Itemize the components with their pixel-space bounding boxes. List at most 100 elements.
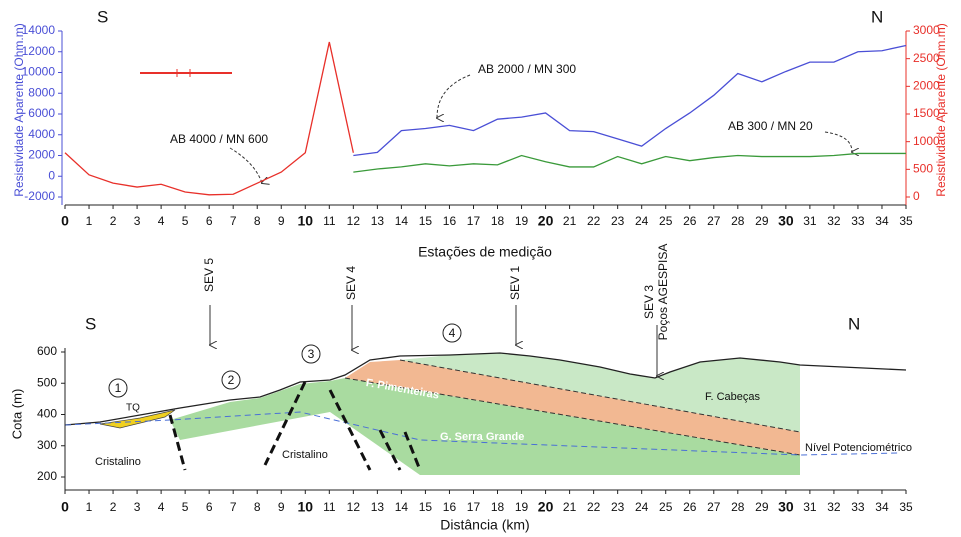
- water-table: [64, 411, 901, 456]
- x-tick-label: 30: [778, 499, 794, 515]
- annotation: F. Cabeças: [705, 391, 761, 403]
- x-tick-label: 34: [875, 214, 889, 228]
- x-tick-label: 30: [778, 213, 794, 229]
- x-tick-label: 29: [755, 500, 769, 514]
- y2-tick-label: 2000: [913, 79, 940, 93]
- annotation: SEV 3: [642, 285, 656, 319]
- annotation: S: [85, 314, 96, 333]
- x-tick-label: 4: [158, 500, 165, 514]
- x-tick-label: 20: [538, 213, 554, 229]
- y-tick-label: 6000: [28, 106, 55, 120]
- y2-tick-label: 0: [913, 189, 920, 203]
- x-tick-label: 28: [731, 500, 745, 514]
- annotation: S: [97, 7, 108, 26]
- x-tick-label: 13: [371, 214, 385, 228]
- x-tick-label: 14: [395, 500, 409, 514]
- x-tick-label: 27: [707, 500, 721, 514]
- x-tick-label: 23: [611, 500, 625, 514]
- layer-tq: [99, 409, 176, 429]
- y2-tick-label: 2500: [913, 51, 940, 65]
- x-tick-label: 35: [899, 214, 913, 228]
- sev-arrows: [210, 305, 657, 376]
- y-tick-label: 600: [37, 344, 57, 358]
- x-tick-label: 17: [467, 214, 481, 228]
- pointer: [824, 131, 852, 152]
- x-tick-label: 12: [347, 214, 361, 228]
- faults: [168, 381, 422, 471]
- y-tick-label: 0: [48, 168, 55, 182]
- x-tick-label: 10: [297, 499, 313, 515]
- x-tick-label: 19: [515, 500, 529, 514]
- pointer: [229, 147, 262, 183]
- x-tick-label: 28: [731, 214, 745, 228]
- annotation: Poços AGESPISA: [656, 244, 670, 341]
- x-tick-label: 32: [827, 214, 841, 228]
- y-axis-label: Cota (m): [9, 389, 24, 440]
- x-tick-label: 22: [587, 214, 601, 228]
- x-tick-label: 9: [278, 214, 285, 228]
- x-tick-label: 25: [659, 500, 673, 514]
- y-tick-label: 500: [37, 375, 57, 389]
- annotation: AB 4000 / MN 600: [170, 132, 268, 146]
- x-tick-label: 0: [61, 213, 69, 229]
- y-tick-label: -2000: [24, 189, 55, 203]
- annotation: 3: [308, 347, 315, 361]
- x-tick-label: 24: [635, 500, 649, 514]
- x-tick-label: 7: [230, 500, 237, 514]
- annotation: AB 2000 / MN 300: [478, 62, 576, 76]
- x-tick-label: 17: [467, 500, 481, 514]
- annotation: 1: [115, 381, 122, 395]
- layer-serra-grande: [300, 378, 800, 475]
- topography: [64, 352, 907, 426]
- x-tick-label: 31: [803, 500, 817, 514]
- x-tick-label: 8: [254, 500, 261, 514]
- x-tick-label: 18: [491, 214, 505, 228]
- x-tick-label: 13: [371, 500, 385, 514]
- x-tick-label: 8: [254, 214, 261, 228]
- markers: [108, 323, 462, 398]
- contact: [344, 377, 801, 456]
- annotation: 4: [449, 326, 456, 340]
- x-tick-label: 32: [827, 500, 841, 514]
- x-tick-label: 21: [563, 214, 577, 228]
- y-tick-label: 400: [37, 407, 57, 421]
- x-tick-label: 6: [206, 500, 213, 514]
- x-tick-label: 12: [347, 500, 361, 514]
- x-tick-label: 33: [851, 500, 865, 514]
- x-tick-label: 20: [538, 499, 554, 515]
- x-tick-label: 7: [230, 214, 237, 228]
- x-tick-label: 16: [443, 500, 457, 514]
- y2-tick-label: 500: [913, 162, 933, 176]
- x-tick-label: 1: [86, 214, 93, 228]
- x-axis-label: Estações de medição: [418, 244, 552, 260]
- x-tick-label: 25: [659, 214, 673, 228]
- x-tick-label: 16: [443, 214, 457, 228]
- annotation: Cristalino: [282, 449, 328, 461]
- x-axis-label: Distância (km): [440, 517, 529, 533]
- y-tick-label: 4000: [28, 127, 55, 141]
- x-tick-label: 9: [278, 500, 285, 514]
- y2-tick-label: 1000: [913, 134, 940, 148]
- annotation: SEV 5: [202, 258, 216, 292]
- annotation: N: [871, 7, 883, 26]
- x-tick-label: 6: [206, 214, 213, 228]
- x-tick-label: 5: [182, 214, 189, 228]
- y-tick-label: 300: [37, 438, 57, 452]
- annotation: Cristalino: [95, 456, 141, 468]
- x-tick-label: 10: [297, 213, 313, 229]
- series-line: [353, 44, 907, 157]
- layer-pimenteiras: [345, 360, 800, 455]
- y-tick-label: 10000: [22, 65, 56, 79]
- layer-green: [170, 384, 330, 440]
- x-tick-label: 11: [323, 214, 336, 228]
- x-tick-label: 5: [182, 500, 189, 514]
- x-tick-label: 4: [158, 214, 165, 228]
- x-tick-label: 29: [755, 214, 769, 228]
- series-line: [64, 41, 354, 196]
- x-tick-label: 21: [563, 500, 577, 514]
- annotation: SEV 4: [344, 266, 358, 300]
- y-tick-label: 2000: [28, 148, 55, 162]
- x-tick-label: 3: [134, 214, 141, 228]
- x-tick-label: 3: [134, 500, 141, 514]
- x-tick-label: 0: [61, 499, 69, 515]
